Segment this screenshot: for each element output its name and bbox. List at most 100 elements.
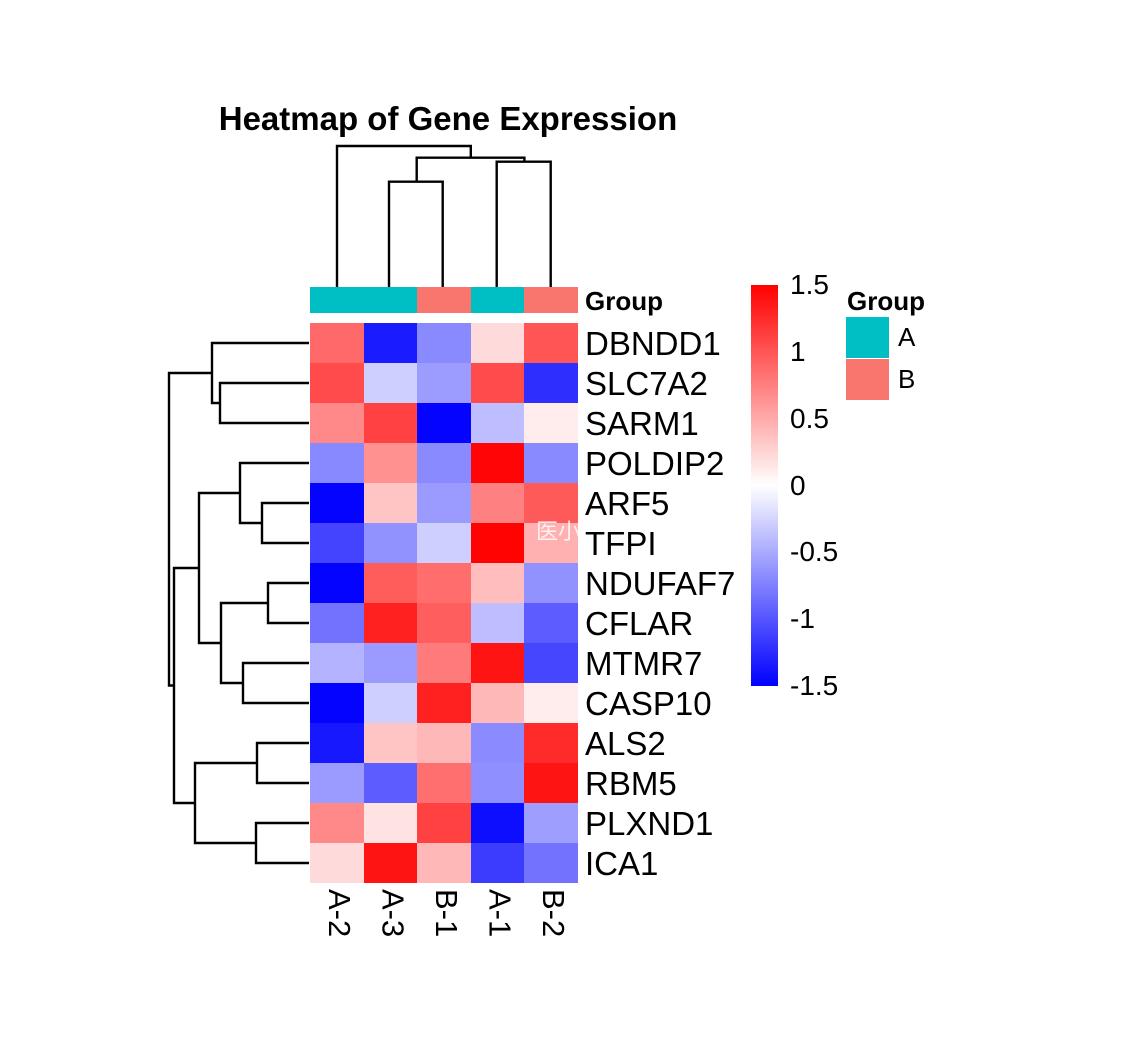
heatmap-cell [417, 603, 471, 643]
column-label-B-2: B-2 [536, 889, 572, 938]
heatmap-cell [310, 763, 364, 803]
row-label-ALS2: ALS2 [585, 724, 666, 762]
heatmap-cell [363, 843, 418, 883]
heatmap-cell [363, 603, 418, 643]
heatmap-cell [363, 723, 418, 763]
colorbar-tick-label: 0 [790, 469, 806, 501]
heatmap-cell [363, 563, 418, 603]
heatmap-cell [417, 363, 471, 403]
row-label-PLXND1: PLXND1 [585, 804, 714, 842]
heatmap-cell [470, 763, 525, 803]
heatmap-cell [470, 683, 525, 723]
colorbar-tick-label: 0.5 [790, 402, 829, 434]
row-label-ARF5: ARF5 [585, 484, 670, 522]
heatmap-cell [524, 723, 578, 763]
heatmap-cell [524, 803, 578, 843]
colorbar-tick-label: -1.5 [790, 670, 839, 701]
heatmap-cell [310, 323, 364, 363]
page-title: Heatmap of Gene Expression [218, 100, 678, 137]
column-dendrogram [335, 144, 552, 287]
legend-swatch-B [846, 358, 889, 400]
heatmap-cell [470, 443, 525, 483]
heatmap-cell [470, 523, 525, 563]
heatmap-cell [524, 843, 578, 883]
heatmap-cell [363, 403, 418, 443]
heatmap-cell [470, 323, 525, 363]
row-label-RBM5: RBM5 [585, 764, 677, 802]
heatmap-cell [524, 643, 578, 683]
heatmap-cell [363, 523, 418, 563]
heatmap-cell [363, 443, 418, 483]
heatmap-cell [417, 443, 471, 483]
heatmap-cell [524, 363, 578, 403]
heatmap-cell [310, 403, 364, 443]
heatmap-cell [524, 483, 578, 523]
colorbar-tick-label: 1.5 [790, 269, 829, 300]
heatmap-cell [310, 723, 364, 763]
heatmap-cell [310, 603, 364, 643]
row-label-DBNDD1: DBNDD1 [585, 324, 721, 362]
heatmap-cell [417, 763, 471, 803]
heatmap-cell [470, 563, 525, 603]
heatmap-cell [524, 763, 578, 803]
annotation-cell-A [363, 287, 418, 313]
heatmap-cell [310, 643, 364, 683]
heatmap-cell [417, 403, 471, 443]
colorbar-gradient [751, 285, 778, 686]
heatmap-cell [524, 603, 578, 643]
column-label-A-2: A-2 [321, 889, 357, 938]
heatmap-cell [417, 483, 471, 523]
heatmap-cell [470, 603, 525, 643]
heatmap-cell [310, 443, 364, 483]
row-label-SARM1: SARM1 [585, 404, 699, 442]
heatmap-cell [310, 683, 364, 723]
heatmap-cell [417, 683, 471, 723]
heatmap-cell [363, 643, 418, 683]
heatmap-cell [470, 363, 525, 403]
annotation-cell-A [310, 287, 364, 313]
row-label-NDUFAF7: NDUFAF7 [585, 564, 736, 602]
row-label-MTMR7: MTMR7 [585, 644, 703, 682]
row-label-ICA1: ICA1 [585, 844, 659, 882]
row-label-POLDIP2: POLDIP2 [585, 444, 725, 482]
row-label-CFLAR: CFLAR [585, 604, 694, 642]
column-label-A-3: A-3 [375, 889, 411, 938]
annotation-label: Group [585, 286, 663, 316]
heatmap-cell [310, 803, 364, 843]
colorbar-tick-label: 1 [790, 335, 806, 367]
heatmap-cell [417, 563, 471, 603]
row-dendrogram [167, 341, 309, 865]
heatmap-cell [310, 483, 364, 523]
heatmap-cell [470, 803, 525, 843]
legend-group-title: Group [847, 286, 925, 316]
watermark-text: 医小 [536, 519, 581, 544]
legend-swatch-A [846, 317, 889, 358]
colorbar-tick-label: -1 [790, 603, 815, 635]
heatmap-cell [363, 363, 418, 403]
column-annotation-bar [310, 287, 578, 313]
heatmap-cell [310, 563, 364, 603]
heatmap-cell [417, 643, 471, 683]
heatmap-cell [470, 843, 525, 883]
heatmap-cell [363, 683, 418, 723]
row-label-CASP10: CASP10 [585, 684, 712, 722]
heatmap-cell [363, 763, 418, 803]
heatmap-cell [524, 323, 578, 363]
row-label-SLC7A2: SLC7A2 [585, 364, 708, 402]
annotation-cell-A [470, 287, 525, 313]
annotation-cell-B [524, 287, 578, 313]
heatmap-cell [417, 523, 471, 563]
column-label-A-1: A-1 [482, 889, 518, 938]
heatmap-cell [417, 323, 471, 363]
heatmap-cell [363, 323, 418, 363]
heatmap-cell [417, 723, 471, 763]
heatmap-cell [310, 843, 364, 883]
heatmap-cell [417, 803, 471, 843]
heatmap-cell [417, 843, 471, 883]
heatmap-cell [470, 723, 525, 763]
heatmap-cell [310, 523, 364, 563]
heatmap-cell [470, 483, 525, 523]
annotation-cell-B [417, 287, 471, 313]
